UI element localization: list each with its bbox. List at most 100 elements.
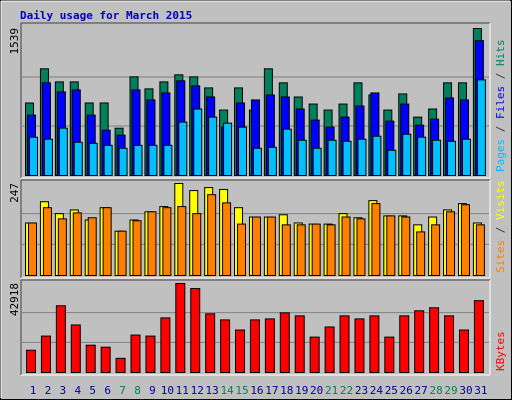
bar — [40, 335, 51, 374]
bar — [132, 220, 142, 276]
bar — [356, 218, 366, 276]
bar — [87, 217, 97, 277]
bar — [296, 224, 306, 276]
y-max-label: 1539 — [8, 28, 21, 55]
bar — [163, 144, 173, 176]
bar — [133, 144, 143, 176]
bar — [58, 127, 68, 176]
bar — [208, 116, 218, 176]
x-tick-label: 26 — [400, 384, 413, 397]
x-tick-label: 30 — [459, 384, 472, 397]
legend-entry: KBytes — [494, 331, 507, 371]
bar — [311, 223, 321, 277]
bar — [251, 216, 261, 276]
x-tick-label: 6 — [104, 384, 111, 397]
bar — [70, 324, 81, 374]
x-tick-label: 7 — [119, 384, 126, 397]
bar — [357, 138, 367, 176]
bar — [147, 211, 157, 276]
bar — [326, 224, 336, 276]
x-tick-label: 27 — [415, 384, 428, 397]
bar — [447, 140, 457, 176]
bar — [354, 318, 365, 374]
x-tick-label: 1 — [30, 384, 37, 397]
bar — [117, 230, 127, 277]
bar — [130, 334, 141, 373]
bar — [324, 326, 335, 374]
bar — [431, 224, 441, 276]
bar — [342, 140, 352, 176]
bar — [177, 206, 187, 277]
bar — [28, 222, 37, 276]
bar — [401, 216, 411, 276]
bar — [118, 147, 128, 176]
bar — [235, 329, 246, 374]
bar — [312, 147, 322, 176]
bar — [57, 218, 67, 276]
x-tick-label: 3 — [60, 384, 67, 397]
bar — [429, 307, 440, 373]
bar — [266, 216, 276, 276]
bar — [432, 139, 442, 176]
bar — [387, 149, 397, 177]
bar — [371, 203, 381, 276]
x-tick-label: 31 — [474, 384, 487, 397]
bar — [460, 204, 470, 277]
bar — [145, 335, 156, 374]
bar — [386, 215, 396, 277]
legend-separator: / — [494, 119, 507, 139]
bar — [55, 305, 66, 373]
bar — [223, 122, 233, 176]
bar — [237, 223, 247, 277]
bar — [192, 213, 202, 277]
x-tick-label: 11 — [176, 384, 189, 397]
x-tick-label: 9 — [149, 384, 156, 397]
bar — [190, 288, 201, 373]
x-tick-label: 14 — [220, 384, 234, 397]
bar — [178, 121, 188, 176]
bar — [267, 146, 277, 177]
legend-entry: Hits — [494, 40, 507, 67]
x-tick-label: 15 — [235, 384, 248, 397]
x-tick-label: 25 — [385, 384, 398, 397]
x-tick-label: 23 — [355, 384, 368, 397]
x-tick-label: 22 — [340, 384, 353, 397]
bar — [384, 336, 395, 373]
bar — [309, 336, 320, 373]
legend: KBytes — [494, 331, 507, 371]
bar — [160, 317, 171, 373]
bar — [476, 79, 486, 176]
x-tick-label: 29 — [444, 384, 457, 397]
bar — [29, 136, 38, 177]
bar — [473, 300, 484, 374]
bar — [26, 349, 36, 373]
legend-entry: Sites — [494, 240, 507, 273]
bar — [399, 315, 410, 374]
bar — [207, 194, 217, 276]
bar — [42, 207, 52, 276]
bar — [372, 135, 382, 176]
bar — [475, 224, 485, 276]
legend: Pages / Files / Hits — [494, 40, 507, 173]
bar — [446, 211, 456, 276]
bar — [72, 212, 82, 276]
bar — [458, 329, 469, 374]
x-tick-label: 5 — [89, 384, 96, 397]
legend-entry: Pages — [494, 139, 507, 172]
bar — [193, 108, 203, 176]
bar — [100, 346, 111, 374]
legend: Sites / Visits — [494, 180, 507, 273]
x-tick-label: 4 — [74, 384, 81, 397]
x-tick-label: 18 — [280, 384, 293, 397]
legend-entry: Visits — [494, 180, 507, 220]
chart-title: Daily usage for March 2015 — [20, 9, 192, 22]
x-tick-label: 10 — [161, 384, 174, 397]
bar — [279, 312, 290, 373]
bar — [148, 144, 158, 176]
bar — [444, 315, 455, 374]
bar — [73, 141, 83, 177]
bar — [417, 136, 427, 177]
x-tick-label: 28 — [429, 384, 442, 397]
x-tick-label: 2 — [45, 384, 52, 397]
